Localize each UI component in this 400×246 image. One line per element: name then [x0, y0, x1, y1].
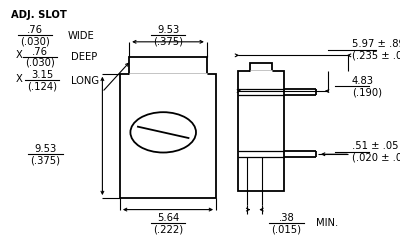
Text: X: X — [16, 50, 23, 60]
Text: 5.97 ± .89: 5.97 ± .89 — [352, 39, 400, 49]
Text: LONG: LONG — [71, 76, 99, 86]
Text: (.375): (.375) — [153, 36, 183, 46]
Text: 3.15: 3.15 — [31, 70, 53, 80]
Text: WIDE: WIDE — [67, 31, 94, 41]
Text: 9.53: 9.53 — [34, 144, 57, 154]
Text: (.020 ± .002): (.020 ± .002) — [352, 153, 400, 163]
Text: .51 ± .05: .51 ± .05 — [352, 141, 398, 151]
Bar — [250, 63, 272, 71]
Bar — [129, 57, 207, 74]
Text: X: X — [16, 74, 23, 84]
Text: 5.64: 5.64 — [157, 213, 179, 223]
Text: (.030): (.030) — [25, 58, 55, 68]
Circle shape — [130, 112, 196, 153]
Text: DEEP: DEEP — [71, 52, 98, 62]
Text: 9.53: 9.53 — [157, 25, 179, 35]
Text: 4.83: 4.83 — [352, 76, 374, 86]
Text: MIN.: MIN. — [316, 218, 338, 228]
Bar — [120, 74, 216, 198]
Bar — [238, 71, 284, 191]
Text: .76: .76 — [32, 47, 48, 57]
Text: .76: .76 — [27, 25, 43, 35]
Text: (.235 ± .035): (.235 ± .035) — [352, 51, 400, 61]
Text: (.190): (.190) — [352, 87, 382, 97]
Text: (.375): (.375) — [30, 155, 61, 165]
Text: (.015): (.015) — [271, 224, 302, 234]
Text: ADJ. SLOT: ADJ. SLOT — [11, 10, 67, 20]
Text: (.124): (.124) — [27, 81, 57, 91]
Text: (.222): (.222) — [153, 224, 183, 234]
Text: .38: .38 — [278, 213, 294, 223]
Text: (.030): (.030) — [20, 36, 50, 46]
